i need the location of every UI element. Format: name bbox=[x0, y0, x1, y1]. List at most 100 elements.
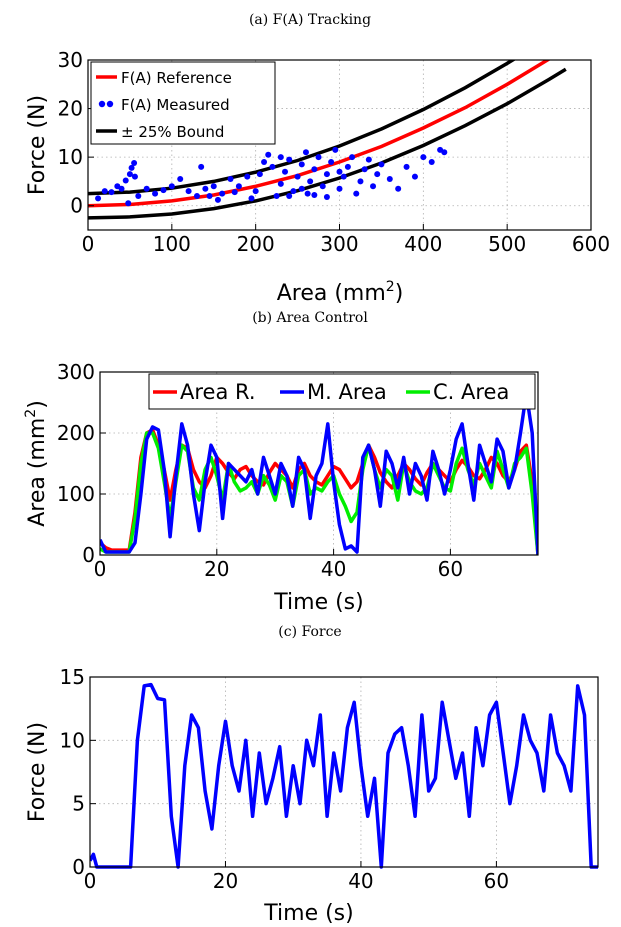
measured-point bbox=[286, 156, 293, 163]
measured-point bbox=[252, 188, 259, 195]
measured-point bbox=[332, 146, 339, 153]
measured-point bbox=[185, 188, 192, 195]
force-line bbox=[90, 682, 598, 869]
panel-c-xtick-label: 0 bbox=[84, 869, 97, 893]
panel-a-ylabel: Force (N) bbox=[25, 95, 50, 195]
measured-point bbox=[395, 185, 402, 192]
measured-point bbox=[108, 189, 115, 196]
measured-point bbox=[420, 154, 427, 161]
measured-point bbox=[365, 156, 372, 163]
panel-a-ytick-label: 30 bbox=[58, 48, 83, 72]
measured-area-line bbox=[100, 391, 538, 555]
panel-c-series-group bbox=[90, 682, 598, 869]
measured-point bbox=[411, 173, 418, 180]
measured-point bbox=[101, 188, 108, 195]
measured-point bbox=[282, 168, 289, 175]
measured-point bbox=[131, 173, 138, 180]
panel-c-axes-frame bbox=[89, 676, 599, 868]
measured-point bbox=[265, 151, 272, 158]
panel-a-ytick-label: 0 bbox=[70, 194, 83, 218]
measured-point bbox=[311, 166, 318, 173]
panel-b-ylabel: Area (mm2) bbox=[23, 400, 50, 527]
panel-a-xtick-label: 600 bbox=[572, 232, 610, 256]
measured-point bbox=[304, 190, 311, 197]
measured-point bbox=[353, 190, 360, 197]
measured-point bbox=[323, 171, 330, 178]
panel-b-ytick-label: 300 bbox=[57, 360, 95, 384]
panel-b-legend-box bbox=[148, 373, 536, 410]
panel-b-axes-frame bbox=[99, 371, 539, 556]
measured-point bbox=[128, 164, 135, 171]
measured-point bbox=[336, 185, 343, 192]
measured-point bbox=[294, 173, 301, 180]
panel-a-legend-box bbox=[90, 61, 276, 145]
panel-c-ytick-label: 15 bbox=[60, 665, 85, 689]
measured-point bbox=[227, 176, 234, 182]
panel-b-xtick-label: 20 bbox=[204, 557, 229, 581]
measured-point bbox=[152, 190, 159, 197]
measured-point bbox=[370, 183, 377, 190]
measured-point bbox=[143, 185, 150, 192]
measured-point bbox=[277, 154, 284, 161]
measured-point bbox=[125, 200, 132, 207]
measured-point bbox=[374, 171, 381, 178]
measured-point bbox=[307, 178, 314, 185]
measured-point bbox=[357, 178, 364, 185]
measured-point bbox=[261, 159, 268, 165]
panel-c-xlabel: Time (s) bbox=[263, 901, 353, 926]
panel-b-ytick-label: 0 bbox=[82, 543, 95, 567]
caption-b: (b) Area Control bbox=[252, 310, 368, 326]
panel-c-xtick-label: 40 bbox=[348, 869, 373, 893]
panel-a-xtick-label: 0 bbox=[82, 232, 95, 256]
panel-b-ytick-label: 200 bbox=[57, 421, 95, 445]
measured-point bbox=[193, 193, 200, 199]
measured-point bbox=[231, 189, 238, 196]
panel-c-plot: 0 20 40 60 0 5 10 15 Time (s) Force (N) bbox=[25, 665, 599, 926]
measured-point bbox=[273, 193, 280, 199]
legend-entry-label: F(A) Reference bbox=[121, 69, 232, 87]
measured-point bbox=[286, 193, 293, 199]
measured-point bbox=[340, 173, 347, 180]
measured-point bbox=[235, 183, 242, 190]
measured-point bbox=[428, 159, 435, 165]
measured-point bbox=[290, 188, 297, 195]
measured-point bbox=[177, 176, 184, 182]
measured-point bbox=[122, 177, 129, 184]
measured-point bbox=[198, 163, 205, 170]
measured-point bbox=[361, 166, 368, 173]
measured-point bbox=[403, 163, 410, 170]
panel-a-xtick-label: 100 bbox=[153, 232, 191, 256]
measured-point bbox=[131, 159, 138, 166]
legend-entry-label: Area R. bbox=[180, 380, 256, 404]
measured-point bbox=[302, 149, 309, 156]
measured-point bbox=[118, 185, 125, 192]
measured-point bbox=[256, 171, 263, 178]
measured-point bbox=[95, 195, 102, 202]
panel-c-ytick-label: 0 bbox=[72, 855, 85, 879]
panel-a-ytick-label: 10 bbox=[58, 145, 83, 169]
panel-b-xtick-label: 60 bbox=[438, 557, 463, 581]
reference-curve-line bbox=[88, 60, 551, 208]
legend-entry-label: F(A) Measured bbox=[121, 96, 230, 114]
measured-point bbox=[277, 180, 284, 187]
measured-point bbox=[378, 161, 385, 168]
panel-c-ytick-label: 5 bbox=[72, 792, 85, 816]
measured-point bbox=[135, 193, 142, 199]
measured-point bbox=[168, 183, 175, 190]
caption-a: (a) F(A) Tracking bbox=[249, 12, 371, 28]
measured-point bbox=[126, 171, 133, 178]
legend-entry-label: C. Area bbox=[433, 380, 509, 404]
panel-a-xtick-label: 200 bbox=[237, 232, 275, 256]
panel-b-legend: Area R. M. Area C. Area bbox=[148, 373, 536, 410]
measured-point bbox=[298, 161, 305, 168]
measured-point bbox=[298, 185, 305, 192]
measured-point bbox=[319, 183, 326, 190]
measured-point bbox=[214, 196, 221, 203]
measured-point bbox=[344, 163, 351, 170]
measured-point bbox=[269, 163, 276, 170]
panel-b-xtick-label: 40 bbox=[321, 557, 346, 581]
panel-c-xtick-label: 60 bbox=[484, 869, 509, 893]
measured-point bbox=[248, 195, 255, 202]
measured-point bbox=[328, 159, 335, 165]
panel-a-xlabel: Area (mm2) bbox=[277, 279, 404, 306]
